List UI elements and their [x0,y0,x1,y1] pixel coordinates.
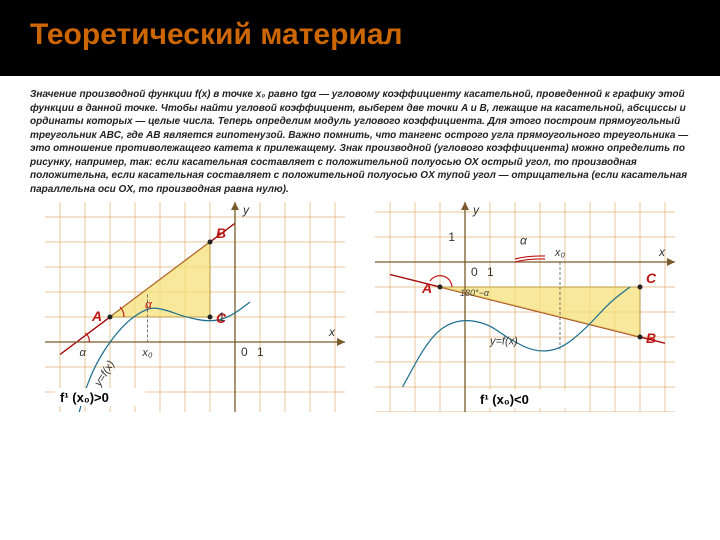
svg-text:B: B [216,225,226,241]
svg-text:y=f(x): y=f(x) [489,336,518,348]
svg-text:x: x [328,325,336,339]
svg-text:0: 0 [241,345,248,359]
svg-text:0: 0 [471,265,478,279]
theory-paragraph: Значение производной функции f(x) в точк… [30,88,690,196]
svg-text:B: B [646,330,656,346]
slide-header: Теоретический материал [0,0,720,76]
charts-row: 01xyABCααx₀y=f(x)1f¹ (x₀)>0 01xyABC180°−… [30,202,690,412]
chart-negative-derivative: 01xyABC180°−ααx₀y=f(x)1f¹ (x₀)<0 [375,202,675,412]
svg-text:1: 1 [257,345,264,359]
svg-text:y: y [242,203,250,217]
svg-text:C: C [646,270,657,286]
svg-text:x₀: x₀ [554,247,566,259]
svg-text:1: 1 [448,230,455,244]
svg-text:x: x [658,245,666,259]
slide-content: Значение производной функции f(x) в точк… [0,76,720,418]
svg-text:y: y [472,203,480,217]
svg-text:A: A [421,280,432,296]
svg-text:1: 1 [487,265,494,279]
slide-title: Теоретический материал [30,18,403,51]
svg-text:1: 1 [218,310,225,324]
svg-text:α: α [520,234,528,248]
svg-text:f¹ (x₀)<0: f¹ (x₀)<0 [480,392,529,407]
svg-text:α: α [145,297,153,311]
svg-text:f¹ (x₀)>0: f¹ (x₀)>0 [60,390,109,405]
svg-text:A: A [91,308,102,324]
chart-positive-derivative: 01xyABCααx₀y=f(x)1f¹ (x₀)>0 [45,202,345,412]
svg-text:180°−α: 180°−α [460,288,490,298]
svg-text:α: α [80,347,87,359]
svg-text:x₀: x₀ [141,347,153,359]
